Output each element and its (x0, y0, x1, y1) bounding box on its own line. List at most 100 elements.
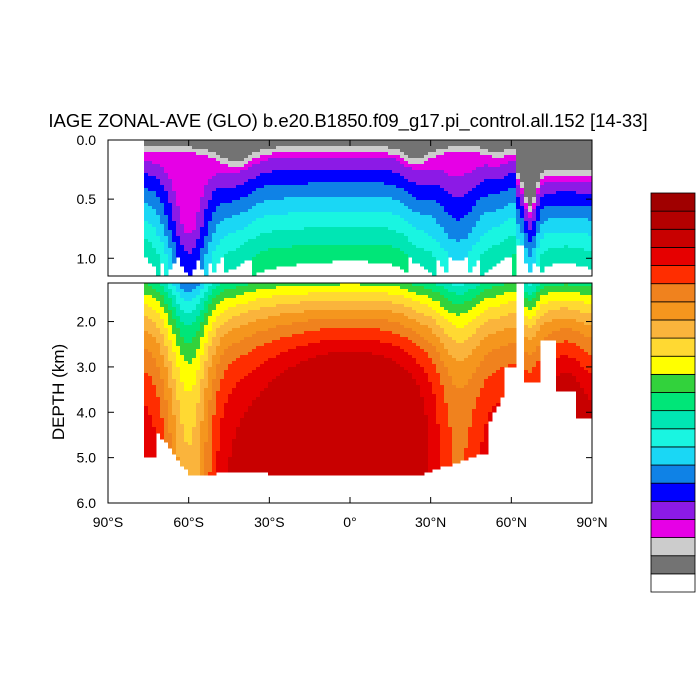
age-cell (400, 304, 405, 314)
age-cell (412, 158, 417, 165)
age-cell (508, 236, 513, 258)
age-cell (584, 218, 589, 234)
age-cell (356, 152, 361, 159)
age-cell (508, 140, 513, 150)
age-cell (556, 140, 561, 171)
age-cell (564, 292, 569, 302)
age-cell (336, 140, 341, 147)
age-cell (444, 367, 449, 404)
age-cell (348, 158, 353, 171)
age-cell (316, 170, 321, 183)
age-cell (312, 283, 317, 287)
age-cell (500, 367, 505, 398)
age-cell (152, 209, 157, 228)
age-cell (392, 283, 397, 287)
age-cell (316, 212, 321, 228)
age-cell (144, 373, 149, 407)
age-cell (352, 245, 357, 261)
age-cell (284, 295, 289, 305)
age-cell (496, 331, 501, 350)
age-cell (588, 236, 593, 252)
age-cell (244, 376, 249, 413)
age-cell (260, 251, 265, 273)
age-cell (340, 283, 345, 293)
age-cell (440, 283, 445, 287)
age-cell (544, 313, 549, 323)
age-cell (312, 212, 317, 228)
age-cell (400, 176, 405, 189)
age-cell (148, 140, 153, 147)
age-cell (340, 245, 345, 261)
age-cell (292, 197, 297, 213)
age-cell (428, 185, 433, 201)
age-cell (552, 194, 557, 207)
age-cell (564, 283, 569, 293)
age-cell (224, 203, 229, 219)
age-cell (260, 331, 265, 347)
age-cell (176, 367, 181, 401)
age-cell (508, 328, 513, 344)
age-cell (368, 170, 373, 183)
age-cell (440, 286, 445, 296)
age-cell (524, 325, 529, 338)
age-cell (580, 313, 585, 323)
age-cell (576, 382, 581, 419)
age-cell (144, 146, 149, 153)
age-cell (300, 146, 305, 153)
age-cell (248, 352, 253, 374)
age-cell (536, 283, 541, 287)
age-cell (208, 283, 213, 287)
age-cell (244, 283, 249, 287)
age-cell (192, 283, 197, 290)
age-cell (480, 283, 485, 293)
age-cell (312, 227, 317, 246)
age-cell (380, 292, 385, 302)
age-cell (464, 215, 469, 240)
age-cell (296, 322, 301, 335)
age-cell (224, 164, 229, 174)
age-cell (212, 310, 217, 323)
age-cell (408, 355, 413, 374)
age-cell (160, 185, 165, 204)
age-cell (144, 316, 149, 332)
age-cell (224, 310, 229, 323)
age-cell (356, 158, 361, 171)
age-cell (256, 397, 261, 473)
age-cell (384, 197, 389, 213)
age-cell (448, 152, 453, 177)
age-cell (480, 140, 485, 150)
age-cell (356, 140, 361, 147)
age-cell (476, 200, 481, 222)
upper-y-tick-label: 1.0 (77, 250, 97, 266)
age-cell (228, 394, 233, 458)
age-cell (584, 206, 589, 219)
age-cell (388, 358, 393, 476)
age-cell (296, 185, 301, 198)
age-cell (296, 245, 301, 264)
age-cell (564, 307, 569, 320)
age-cell (424, 185, 429, 201)
age-cell (448, 283, 453, 293)
age-cell (308, 158, 313, 171)
age-cell (432, 301, 437, 311)
age-cell (252, 349, 257, 371)
age-cell (224, 140, 229, 159)
age-cell (192, 289, 197, 299)
age-cell (340, 158, 345, 171)
age-cell (556, 248, 561, 264)
age-cell (228, 457, 233, 473)
age-cell (196, 331, 201, 350)
age-cell (144, 295, 149, 305)
age-cell (160, 167, 165, 186)
age-cell (376, 328, 381, 341)
age-cell (352, 146, 357, 153)
age-cell (440, 307, 445, 317)
age-cell (560, 373, 565, 392)
age-cell (284, 286, 289, 296)
age-cell (208, 472, 213, 476)
age-cell (424, 289, 429, 296)
age-cell (148, 352, 153, 377)
age-cell (232, 188, 237, 201)
age-cell (556, 182, 561, 192)
age-cell (560, 248, 565, 264)
